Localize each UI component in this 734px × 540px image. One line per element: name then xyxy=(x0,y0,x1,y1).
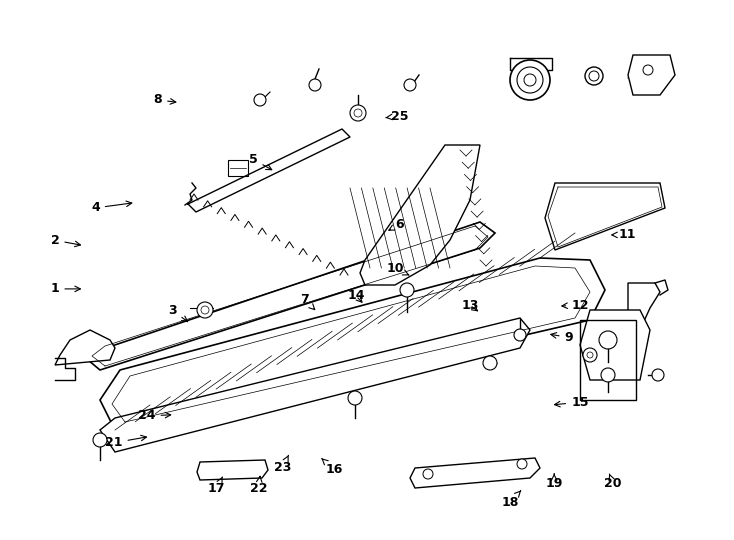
Text: 7: 7 xyxy=(300,293,315,309)
Circle shape xyxy=(585,67,603,85)
Text: 17: 17 xyxy=(208,477,225,495)
Bar xyxy=(228,160,248,176)
Circle shape xyxy=(404,79,416,91)
Circle shape xyxy=(254,94,266,106)
Text: 10: 10 xyxy=(386,262,409,275)
Text: 20: 20 xyxy=(604,474,622,490)
Text: 6: 6 xyxy=(389,218,404,231)
Circle shape xyxy=(643,65,653,75)
Text: 11: 11 xyxy=(611,228,636,241)
Text: 14: 14 xyxy=(347,289,365,302)
Circle shape xyxy=(348,391,362,405)
Circle shape xyxy=(93,433,107,447)
Circle shape xyxy=(517,67,543,93)
Text: 15: 15 xyxy=(554,396,589,409)
Circle shape xyxy=(483,356,497,370)
Bar xyxy=(580,320,636,400)
Polygon shape xyxy=(100,258,605,430)
Text: 1: 1 xyxy=(51,282,81,295)
Polygon shape xyxy=(197,460,268,480)
Polygon shape xyxy=(628,283,660,330)
Text: 3: 3 xyxy=(168,304,188,322)
Circle shape xyxy=(583,348,597,362)
Circle shape xyxy=(354,109,362,117)
Circle shape xyxy=(589,71,599,81)
Polygon shape xyxy=(100,318,530,452)
Polygon shape xyxy=(410,458,540,488)
Circle shape xyxy=(517,459,527,469)
Text: 12: 12 xyxy=(562,299,589,312)
Circle shape xyxy=(201,306,209,314)
Text: 18: 18 xyxy=(501,491,520,509)
Polygon shape xyxy=(628,55,675,95)
Circle shape xyxy=(601,368,615,382)
Circle shape xyxy=(587,352,593,358)
Polygon shape xyxy=(88,222,495,370)
Text: 9: 9 xyxy=(550,331,573,344)
Text: 2: 2 xyxy=(51,234,81,247)
Circle shape xyxy=(400,283,414,297)
Polygon shape xyxy=(55,330,115,365)
Text: 13: 13 xyxy=(461,299,479,312)
Text: 23: 23 xyxy=(274,455,291,474)
Circle shape xyxy=(309,79,321,91)
Circle shape xyxy=(599,331,617,349)
Circle shape xyxy=(524,74,536,86)
Text: 5: 5 xyxy=(249,153,272,170)
Circle shape xyxy=(423,469,433,479)
Circle shape xyxy=(197,302,213,318)
Text: 16: 16 xyxy=(321,458,343,476)
Polygon shape xyxy=(360,145,480,285)
Text: 24: 24 xyxy=(138,409,171,422)
Polygon shape xyxy=(545,183,665,250)
Text: 4: 4 xyxy=(91,201,132,214)
Circle shape xyxy=(510,60,550,100)
Text: 19: 19 xyxy=(545,474,563,490)
Polygon shape xyxy=(580,310,650,380)
Text: 8: 8 xyxy=(153,93,176,106)
Text: 21: 21 xyxy=(105,435,147,449)
Text: 22: 22 xyxy=(250,476,267,495)
Circle shape xyxy=(652,369,664,381)
Text: 25: 25 xyxy=(385,110,409,123)
Circle shape xyxy=(514,329,526,341)
Circle shape xyxy=(350,105,366,121)
